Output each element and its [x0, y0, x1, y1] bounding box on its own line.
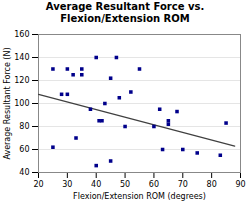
svg-text:Flexion/Extension ROM (degrees: Flexion/Extension ROM (degrees): [73, 192, 206, 201]
svg-text:30: 30: [62, 180, 72, 189]
svg-text:Average Resultant Force (N): Average Resultant Force (N): [3, 47, 12, 159]
svg-text:80: 80: [207, 180, 217, 189]
svg-text:60: 60: [149, 180, 159, 189]
svg-text:50: 50: [120, 180, 130, 189]
svg-text:70: 70: [178, 180, 188, 189]
svg-text:140: 140: [14, 53, 29, 62]
svg-text:160: 160: [14, 30, 29, 39]
svg-text:80: 80: [19, 122, 29, 131]
svg-text:60: 60: [19, 145, 29, 154]
svg-text:40: 40: [19, 168, 29, 177]
html-text:Average Resultant Force vs. Fl: Average Resultant Force vs. Flexion/Exte…: [45, 1, 205, 24]
svg-text:20: 20: [33, 180, 43, 189]
svg-text:100: 100: [14, 99, 29, 108]
svg-text:90: 90: [235, 180, 245, 189]
svg-text:40: 40: [91, 180, 101, 189]
svg-text:120: 120: [14, 76, 29, 85]
